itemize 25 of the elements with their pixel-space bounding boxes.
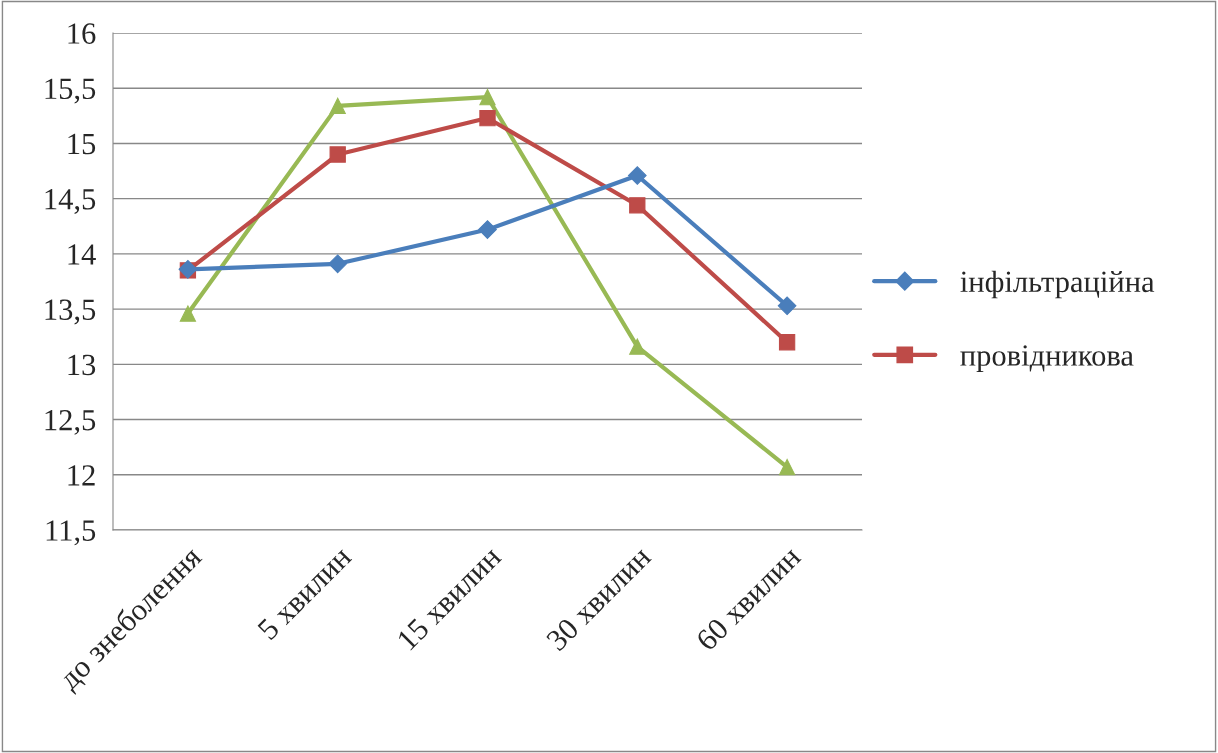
y-tick-label: 12	[68, 465, 95, 486]
y-tick-label: 15	[68, 133, 96, 155]
y-tick-label: 16	[68, 23, 96, 44]
y-tick-label: 13	[68, 354, 96, 376]
point	[478, 220, 497, 239]
point	[777, 296, 797, 316]
point	[778, 334, 796, 351]
y-tick-label: 14	[68, 244, 96, 265]
y-tick-label: 13,5	[45, 299, 96, 325]
point	[479, 88, 496, 106]
point	[329, 146, 346, 163]
y-tick-label: 11,5	[46, 520, 96, 546]
point	[627, 166, 647, 185]
y-tick-label: 15,5	[45, 78, 96, 104]
point	[328, 254, 348, 274]
point	[179, 305, 197, 322]
y-tick-label: 12,5	[45, 409, 96, 435]
point	[629, 197, 646, 214]
legend-label: провідникова	[960, 345, 1134, 373]
legend-label: інфільтраційна	[960, 270, 1155, 299]
y-tick-label: 14,5	[45, 189, 96, 214]
point	[778, 458, 796, 476]
point	[329, 97, 346, 115]
point	[479, 109, 496, 127]
point	[629, 338, 646, 355]
